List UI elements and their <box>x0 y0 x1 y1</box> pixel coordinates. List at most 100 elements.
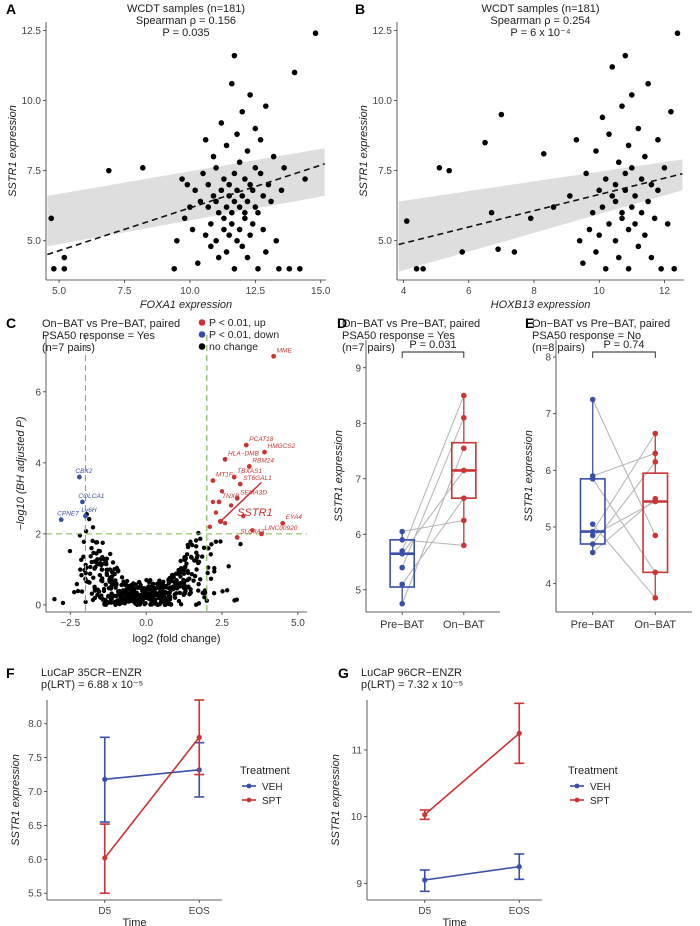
y-tick-label-C: 4 <box>35 458 41 469</box>
y-tick-label-D: 5 <box>355 585 361 596</box>
y-tick-label-B: 12.5 <box>373 26 393 37</box>
category-label-D: On−BAT <box>443 619 485 631</box>
pre-point-D <box>399 581 405 588</box>
data-point-A <box>286 265 293 272</box>
no-change-point <box>81 554 86 559</box>
x-axis-label-G: Time <box>442 917 466 926</box>
y-tick-label-E: 6 <box>545 466 551 477</box>
pre-point-D <box>399 600 405 607</box>
up-gene-label: LINC00920 <box>264 525 297 532</box>
down-gene-label: COLCA1 <box>78 493 104 500</box>
data-point-A <box>200 170 206 177</box>
up-gene-point <box>219 489 225 494</box>
y-tick-label-A: 7.5 <box>27 166 41 177</box>
data-point-A <box>276 265 282 272</box>
no-change-point <box>88 554 93 559</box>
y-tick-label-D: 6 <box>355 530 361 541</box>
up-gene-point <box>243 442 249 448</box>
no-change-point <box>79 573 84 578</box>
no-change-point <box>196 588 201 593</box>
y-tick-label-A: 5.0 <box>27 236 41 247</box>
data-point-B <box>446 167 452 174</box>
no-change-point <box>83 599 88 605</box>
data-point-A <box>226 181 232 188</box>
y-axis-label-B: SSTR1 expression <box>358 105 370 197</box>
legend-swatch-C <box>198 331 206 338</box>
y-tick-label-A: 10.0 <box>22 96 42 107</box>
data-point-B <box>638 176 645 182</box>
y-axis-label-D: SSTR1 expression <box>333 430 345 522</box>
no-change-point <box>92 586 98 591</box>
data-point-B <box>629 165 635 171</box>
data-point-A <box>223 142 230 149</box>
no-change-point <box>185 568 190 574</box>
no-change-point <box>79 557 84 563</box>
no-change-point <box>150 598 155 603</box>
no-change-point <box>154 591 160 597</box>
x-tick-label-B: 8 <box>531 286 537 297</box>
no-change-point <box>127 596 133 601</box>
title-line-G: LuCaP 96CR−ENZR <box>361 667 462 679</box>
no-change-point <box>177 590 182 596</box>
regression-line-B <box>398 172 683 246</box>
mean-point-SPT <box>422 812 428 818</box>
up-gene-point <box>237 481 243 487</box>
no-change-point <box>212 565 217 571</box>
no-change-point <box>143 600 148 606</box>
y-tick-label-G: 9 <box>356 879 362 890</box>
pre-point-E <box>589 549 596 556</box>
no-change-point <box>205 570 210 576</box>
up-gene-point <box>210 499 216 505</box>
up-gene-point <box>280 520 286 526</box>
legend-swatch-dot-G <box>574 783 580 789</box>
data-point-A <box>202 136 209 143</box>
down-gene-point <box>83 513 88 519</box>
data-point-A <box>273 237 280 244</box>
data-point-A <box>252 165 259 171</box>
pair-line-E <box>592 523 656 599</box>
pair-line-D <box>401 395 465 552</box>
no-change-point <box>179 565 184 571</box>
data-point-B <box>635 243 642 250</box>
up-gene-point <box>216 499 222 505</box>
data-point-B <box>583 170 589 177</box>
on-point-E <box>652 459 659 465</box>
no-change-point <box>224 588 230 593</box>
data-point-B <box>413 265 420 272</box>
up-gene-label: RBM24 <box>252 457 274 464</box>
no-change-point <box>220 589 225 594</box>
no-change-point <box>136 585 141 590</box>
data-point-B <box>586 226 593 233</box>
title-line-C: PSA50 response = Yes <box>42 330 155 342</box>
data-point-B <box>651 215 658 222</box>
data-point-B <box>436 165 443 171</box>
no-change-point <box>94 551 99 556</box>
up-gene-label: SEMA3D <box>240 489 267 496</box>
data-point-B <box>619 215 625 222</box>
data-point-A <box>210 193 217 199</box>
data-point-A <box>228 221 235 227</box>
down-gene-label: CPNE7 <box>57 511 79 518</box>
no-change-point <box>149 601 155 607</box>
data-point-A <box>252 125 259 132</box>
regression-line-A <box>47 163 325 256</box>
up-gene-label: PCAT18 <box>249 436 273 443</box>
data-point-B <box>648 181 655 188</box>
no-change-point <box>211 591 217 596</box>
no-change-point <box>119 575 125 580</box>
series-line-SPT <box>104 736 200 859</box>
data-point-B <box>622 52 629 59</box>
data-point-A <box>244 254 251 261</box>
legend-swatch-dot-F <box>246 783 252 789</box>
legend-swatch-dot-G <box>574 797 580 803</box>
no-change-point <box>158 581 164 586</box>
data-point-A <box>184 181 191 188</box>
panel-letter-C: C <box>6 315 16 331</box>
no-change-point <box>181 592 186 598</box>
no-change-point <box>75 588 81 594</box>
pre-point-D <box>399 528 405 535</box>
no-change-point <box>209 542 214 547</box>
panel-letter-G: G <box>338 665 349 681</box>
p-value-D: P = 0.031 <box>409 339 456 351</box>
data-point-B <box>635 125 642 132</box>
